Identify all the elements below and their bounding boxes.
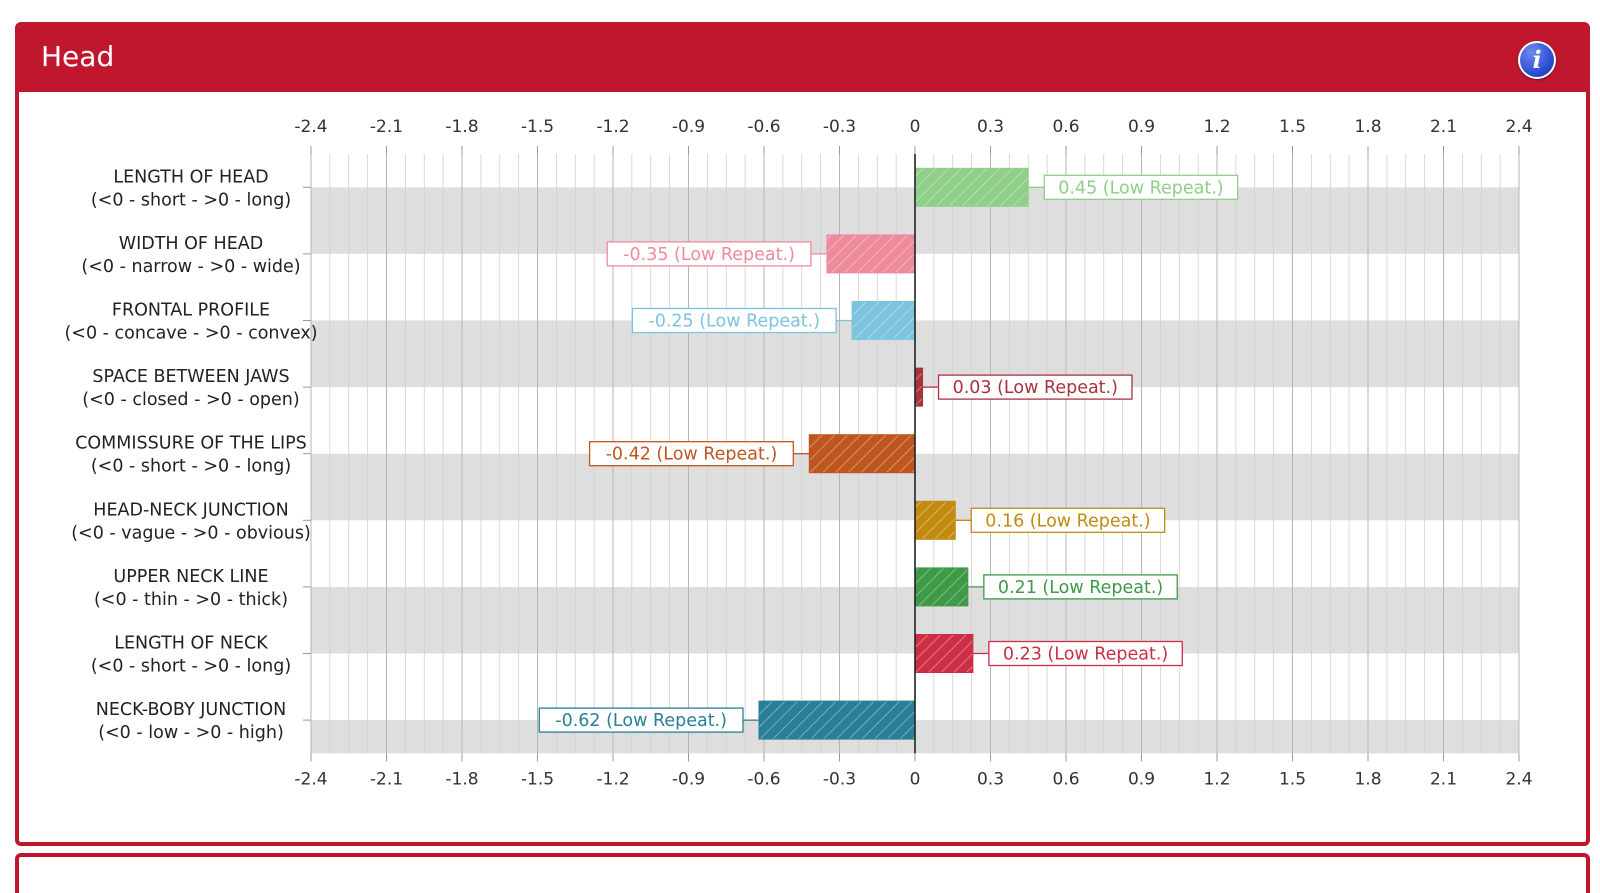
data-label-box [937,374,1133,400]
panel-title: Head [41,40,115,73]
category-range-label: (<0 - vague - >0 - obvious) [71,523,311,543]
data-label: 0.23 (Low Repeat.) [1003,645,1168,665]
x-tick-label-top: 0.6 [1052,117,1079,137]
x-tick-label-bottom: 2.1 [1430,769,1457,789]
x-tick-label-top: 0.9 [1128,117,1155,137]
x-tick-label-bottom: 0 [910,769,921,789]
head-panel: Head i -2.4 -2.4 -2.1 -2.1 -1.8 -1.8 -1.5 -1.5-… [15,22,1590,846]
x-tick-label-top: -0.9 [672,117,705,137]
category-label: WIDTH OF HEAD [119,234,263,254]
data-label: -0.62 (Low Repeat.) [555,711,727,731]
category-range-label: (<0 - thin - >0 - thick) [94,590,288,610]
x-tick-label-top: 0 [910,117,921,137]
x-tick-label-bottom: 1.5 [1279,769,1306,789]
category-label: HEAD-NECK JUNCTION [93,500,288,520]
x-tick-label-bottom: 2.4 [1505,769,1532,789]
category-label: NECK-BOBY JUNCTION [96,700,286,720]
category-range-label: (<0 - short - >0 - long) [91,457,291,477]
data-label-box [983,574,1178,600]
x-tick-label-bottom: -1.2 [596,769,629,789]
x-tick-label-bottom: 0.6 [1052,769,1079,789]
panel-header: Head i [19,26,1586,92]
x-tick-label-bottom: -1.5 [521,769,554,789]
category-range-label: (<0 - closed - >0 - open) [82,390,299,410]
x-tick-label-top: 1.5 [1279,117,1306,137]
x-tick-label-bottom: -2.1 [370,769,403,789]
data-label-box [588,441,794,467]
x-tick-label-bottom: 1.8 [1354,769,1381,789]
info-icon[interactable]: i [1518,41,1556,79]
data-label: -0.35 (Low Repeat.) [623,245,795,265]
category-range-label: (<0 - low - >0 - high) [98,723,284,743]
data-label: -0.42 (Low Repeat.) [606,445,778,465]
x-tick-label-bottom: 0.3 [977,769,1004,789]
bar [808,434,916,474]
data-label-box [970,507,1166,533]
x-tick-label-top: 0.3 [977,117,1004,137]
x-tick-label-bottom: -1.8 [445,769,478,789]
bar [914,367,924,407]
x-tick-label-bottom: 0.9 [1128,769,1155,789]
next-panel-edge [15,853,1590,893]
data-label: 0.16 (Low Repeat.) [985,511,1150,531]
data-label: 0.03 (Low Repeat.) [953,378,1118,398]
x-tick-label-top: 1.8 [1354,117,1381,137]
bar [914,500,956,540]
x-tick-label-top: -2.4 [294,117,327,137]
x-tick-label-top: -1.2 [596,117,629,137]
data-label-box [606,241,812,267]
bar [851,301,916,340]
bar [914,567,969,607]
bar [758,700,916,740]
data-label-box [538,707,744,733]
category-range-label: (<0 - concave - >0 - convex) [64,324,317,344]
x-tick-label-bottom: -2.4 [294,769,327,789]
data-label: -0.25 (Low Repeat.) [648,312,820,332]
category-label: FRONTAL PROFILE [112,301,270,321]
x-tick-label-top: -0.6 [747,117,780,137]
category-range-label: (<0 - short - >0 - long) [91,190,291,210]
x-tick-label-top: 2.4 [1505,117,1532,137]
data-label-box [631,307,837,334]
category-label: UPPER NECK LINE [113,567,268,587]
data-label-box [988,640,1183,667]
data-label-box [1043,174,1239,200]
bar [826,234,916,274]
x-tick-label-top: -1.5 [521,117,554,137]
bar [914,167,1029,207]
category-range-label: (<0 - short - >0 - long) [91,657,291,677]
x-tick-label-top: 1.2 [1203,117,1230,137]
x-tick-label-bottom: 1.2 [1203,769,1230,789]
x-tick-label-top: -1.8 [445,117,478,137]
x-tick-label-bottom: -0.3 [823,769,856,789]
data-label: 0.45 (Low Repeat.) [1058,178,1223,198]
x-tick-label-top: -2.1 [370,117,403,137]
category-label: LENGTH OF HEAD [113,167,268,187]
category-range-label: (<0 - narrow - >0 - wide) [81,257,300,277]
x-tick-label-bottom: -0.6 [747,769,780,789]
bar [914,634,974,673]
x-tick-label-top: 2.1 [1430,117,1457,137]
data-label: 0.21 (Low Repeat.) [998,578,1163,598]
x-tick-label-bottom: -0.9 [672,769,705,789]
category-label: COMMISSURE OF THE LIPS [75,434,307,454]
category-label: SPACE BETWEEN JAWS [92,367,289,387]
bar-chart: -2.4 -2.4 -2.1 -2.1 -1.8 -1.8 -1.5 -1.5 -1.2 -1.2… [64,117,1532,789]
category-label: LENGTH OF NECK [114,634,268,654]
x-tick-label-top: -0.3 [823,117,856,137]
